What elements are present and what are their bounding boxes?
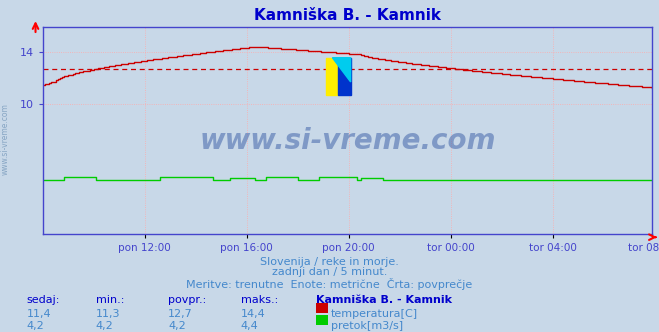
Text: www.si-vreme.com: www.si-vreme.com <box>1 104 10 175</box>
Text: 11,4: 11,4 <box>26 309 51 319</box>
Text: www.si-vreme.com: www.si-vreme.com <box>200 127 496 155</box>
Text: pretok[m3/s]: pretok[m3/s] <box>331 321 403 331</box>
Text: 4,2: 4,2 <box>168 321 186 331</box>
Text: Meritve: trenutne  Enote: metrične  Črta: povprečje: Meritve: trenutne Enote: metrične Črta: … <box>186 278 473 290</box>
Text: zadnji dan / 5 minut.: zadnji dan / 5 minut. <box>272 267 387 277</box>
Text: 4,2: 4,2 <box>26 321 44 331</box>
Text: min.:: min.: <box>96 295 124 305</box>
Text: sedaj:: sedaj: <box>26 295 60 305</box>
Text: Slovenija / reke in morje.: Slovenija / reke in morje. <box>260 257 399 267</box>
Text: 4,4: 4,4 <box>241 321 258 331</box>
Text: maks.:: maks.: <box>241 295 278 305</box>
Text: Kamniška B. - Kamnik: Kamniška B. - Kamnik <box>316 295 452 305</box>
Text: 11,3: 11,3 <box>96 309 120 319</box>
Bar <box>339 58 351 95</box>
Text: 14,4: 14,4 <box>241 309 266 319</box>
Text: 12,7: 12,7 <box>168 309 193 319</box>
Text: temperatura[C]: temperatura[C] <box>331 309 418 319</box>
Bar <box>326 58 339 95</box>
Polygon shape <box>332 58 351 82</box>
Text: povpr.:: povpr.: <box>168 295 206 305</box>
Title: Kamniška B. - Kamnik: Kamniška B. - Kamnik <box>254 8 441 23</box>
Text: 4,2: 4,2 <box>96 321 113 331</box>
